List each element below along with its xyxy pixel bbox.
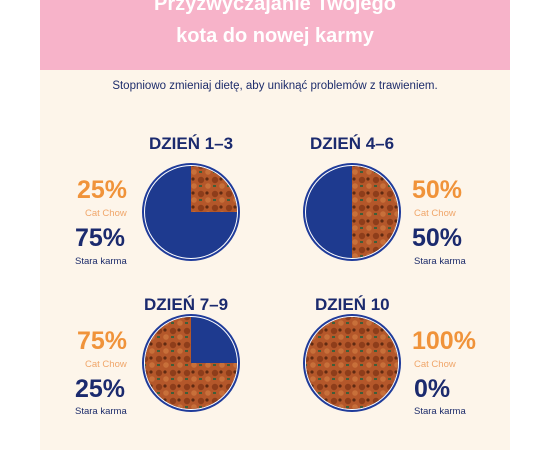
stage-4-old-label: Stara karma bbox=[414, 406, 466, 417]
stage-1-old-label: Stara karma bbox=[75, 256, 127, 267]
stage-2-new-percent: 50% bbox=[412, 176, 463, 204]
stage-4-new-percent: 100% bbox=[412, 327, 476, 355]
stage-1-old-percent: 75% bbox=[75, 224, 126, 252]
header-banner: Przyzwyczajanie Twojego kota do nowej ka… bbox=[40, 0, 510, 70]
stage-2-new-label: Cat Chow bbox=[414, 208, 456, 219]
stage-2-old-percent: 50% bbox=[412, 224, 463, 252]
stage-4-bowl bbox=[302, 313, 402, 413]
bowl-graphic bbox=[142, 163, 240, 261]
stage-1-new-label: Cat Chow bbox=[85, 208, 127, 219]
new-food-portion bbox=[352, 166, 398, 258]
stage-2-bowl bbox=[302, 162, 402, 262]
new-food-portion bbox=[306, 317, 398, 409]
title-line-1: Przyzwyczajanie Twojego bbox=[154, 0, 396, 15]
stage-4-new-label: Cat Chow bbox=[414, 359, 456, 370]
stage-2-old-label: Stara karma bbox=[414, 256, 466, 267]
new-food-portion bbox=[145, 317, 237, 409]
infographic-card: Przyzwyczajanie Twojego kota do nowej ka… bbox=[40, 0, 510, 450]
bowl-graphic bbox=[303, 163, 401, 261]
stage-3-new-label: Cat Chow bbox=[85, 359, 127, 370]
stage-3-title: DZIEŃ 7–9 bbox=[144, 295, 229, 314]
stage-3-old-label: Stara karma bbox=[75, 406, 127, 417]
subtitle: Stopniowo zmieniaj dietę, aby uniknąć pr… bbox=[112, 80, 438, 92]
stage-4-title: DZIEŃ 10 bbox=[315, 295, 390, 314]
stage-1-new-percent: 25% bbox=[77, 176, 128, 204]
stage-3-new-percent: 75% bbox=[77, 327, 128, 355]
stage-1-title: DZIEŃ 1–3 bbox=[149, 134, 234, 153]
bowl-graphic bbox=[142, 314, 240, 412]
stage-3-old-percent: 25% bbox=[75, 375, 126, 403]
title-line-2: kota do nowej karmy bbox=[176, 25, 374, 47]
stage-2-title: DZIEŃ 4–6 bbox=[310, 134, 395, 153]
stage-1-bowl bbox=[141, 162, 241, 262]
bowl-graphic bbox=[303, 314, 401, 412]
stage-4-old-percent: 0% bbox=[414, 375, 451, 403]
new-food-portion bbox=[191, 166, 237, 212]
stage-3-bowl bbox=[141, 313, 241, 413]
